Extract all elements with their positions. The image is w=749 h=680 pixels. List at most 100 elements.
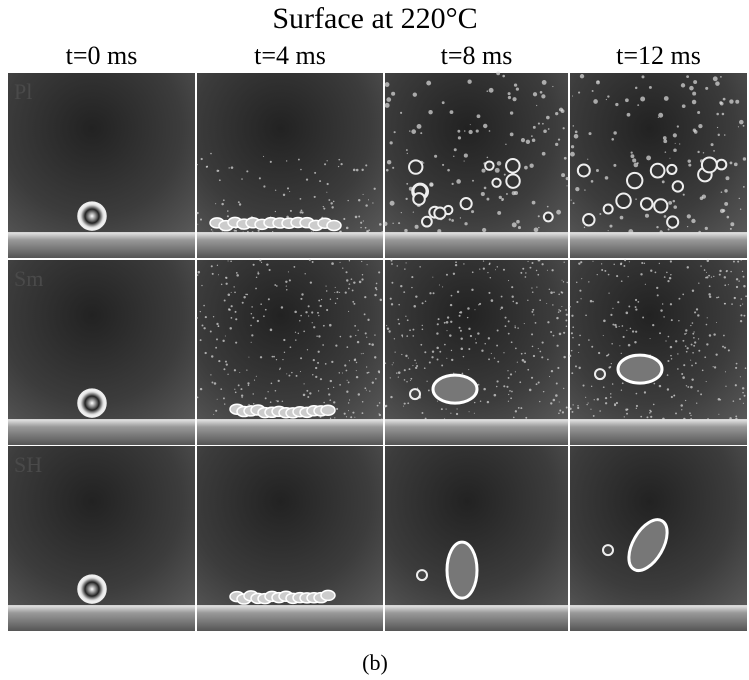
spray [694, 341, 697, 344]
spray [376, 404, 379, 407]
spray [339, 383, 341, 386]
spray [415, 295, 418, 298]
spray [745, 295, 747, 298]
spray [693, 331, 695, 333]
spray [689, 85, 694, 91]
droplet [408, 159, 424, 175]
spray [397, 318, 400, 321]
spray [515, 347, 517, 350]
spray [558, 293, 560, 296]
spray [269, 160, 272, 163]
spray [424, 300, 427, 302]
spray [348, 410, 350, 412]
spray [692, 91, 697, 96]
spray [483, 186, 487, 190]
spray [656, 294, 659, 297]
spray [563, 331, 566, 334]
spray [275, 400, 277, 402]
spray [196, 164, 198, 166]
spray [585, 396, 587, 398]
spray [216, 398, 218, 400]
spray [742, 275, 745, 278]
spray [715, 353, 718, 356]
spray [255, 287, 257, 290]
spray [690, 385, 693, 389]
spray [697, 390, 699, 392]
spray [366, 264, 368, 266]
spray [582, 384, 585, 387]
spray [479, 268, 481, 270]
spray [226, 210, 229, 212]
surface [197, 605, 383, 631]
spray [653, 382, 656, 385]
spray [697, 338, 700, 340]
spray [289, 191, 291, 193]
spray [640, 415, 643, 418]
spray [520, 271, 523, 274]
spray [344, 291, 347, 294]
spray [345, 271, 348, 274]
spray [738, 197, 740, 200]
spray [450, 412, 452, 414]
spray [731, 303, 733, 305]
spray [366, 336, 368, 338]
spray [288, 374, 291, 377]
spray [661, 231, 663, 233]
spray [412, 335, 415, 337]
spray [459, 329, 462, 332]
spray [316, 335, 318, 337]
spray [595, 169, 599, 173]
spray [230, 260, 232, 263]
spray [268, 268, 271, 272]
spray [538, 226, 540, 229]
spray [230, 316, 233, 319]
spray [347, 402, 350, 404]
spray [513, 416, 515, 419]
spray [513, 83, 518, 87]
spray [230, 291, 232, 293]
surface [8, 232, 195, 258]
spray [311, 322, 313, 324]
spray [607, 95, 610, 98]
spray [373, 187, 376, 190]
spray [329, 323, 332, 327]
spray [348, 399, 351, 401]
spray [439, 350, 442, 353]
spray [729, 417, 732, 420]
spray [415, 366, 418, 370]
spray [218, 359, 221, 363]
spray [223, 368, 226, 371]
spray [242, 231, 244, 233]
spray [486, 400, 490, 404]
spray [355, 370, 357, 372]
spray [404, 228, 408, 233]
spray [661, 303, 664, 305]
spray [600, 263, 603, 265]
surface [197, 232, 383, 258]
spray [630, 154, 635, 159]
droplet [505, 173, 521, 189]
spray [432, 292, 435, 295]
spray [353, 302, 356, 305]
spray [346, 346, 349, 348]
spray [539, 90, 543, 94]
spray [708, 285, 711, 288]
spray [727, 284, 729, 286]
spray [469, 124, 471, 126]
spray [488, 87, 494, 93]
surface [570, 605, 747, 631]
spray [739, 398, 741, 400]
spray [325, 290, 328, 292]
spray [317, 350, 320, 353]
spray [291, 371, 293, 374]
spray [558, 309, 560, 311]
spray [599, 212, 602, 215]
spray [466, 316, 469, 319]
spray [571, 314, 574, 317]
spray [701, 369, 704, 372]
spray [570, 199, 572, 201]
spray [456, 290, 460, 294]
spray [681, 104, 686, 109]
spray [506, 193, 508, 195]
spray [364, 387, 367, 390]
